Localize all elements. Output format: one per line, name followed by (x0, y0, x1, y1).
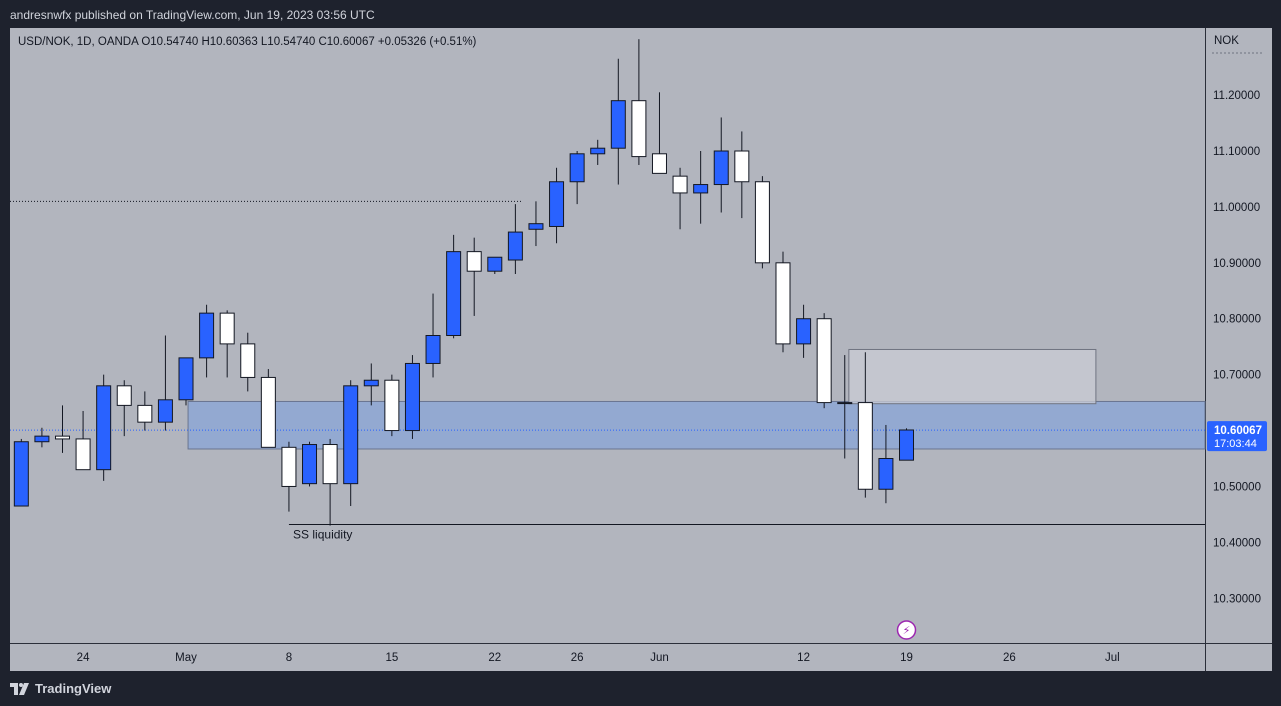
candle-down[interactable] (219, 312, 235, 345)
candle-up[interactable] (446, 251, 462, 337)
demand-zone-rectangle[interactable] (187, 400, 1206, 450)
time-tick-label: 8 (286, 652, 292, 664)
candle-up[interactable] (343, 385, 359, 485)
time-tick-label: 15 (385, 652, 398, 664)
candle-up[interactable] (199, 312, 215, 359)
bar-countdown: 17:03:44 (1214, 438, 1257, 450)
price-tick-label: 10.50000 (1213, 481, 1261, 493)
supply-box-rectangle[interactable] (848, 348, 1097, 405)
event-marker-icon[interactable] (896, 620, 917, 640)
candle-down[interactable] (54, 435, 70, 440)
candle-up[interactable] (507, 231, 523, 261)
candle-down[interactable] (384, 379, 400, 432)
candle-up[interactable] (487, 256, 503, 272)
price-tick-label: 11.00000 (1213, 202, 1260, 214)
candle-up[interactable] (363, 379, 379, 387)
candle-up[interactable] (425, 335, 441, 364)
candle-up[interactable] (528, 223, 544, 230)
candle-down[interactable] (75, 438, 91, 471)
price-tick-label: 10.90000 (1213, 258, 1261, 270)
time-tick-label: May (175, 652, 197, 664)
tradingview-logo[interactable]: TradingView (10, 681, 111, 696)
candle-down[interactable] (260, 376, 276, 448)
candle-up[interactable] (610, 100, 626, 149)
tradingview-brand-text: TradingView (35, 681, 112, 696)
candle-up[interactable] (13, 441, 29, 507)
time-tick-label: 22 (488, 652, 501, 664)
currency-label: NOK (1214, 35, 1239, 47)
candle-up[interactable] (34, 435, 50, 443)
price-tick-label: 10.80000 (1213, 314, 1261, 326)
candle-up[interactable] (878, 458, 894, 490)
candle-down[interactable] (116, 385, 132, 406)
candle-up[interactable] (569, 153, 585, 183)
symbol-legend: USD/NOK, 1D, OANDA O10.54740 H10.60363 L… (18, 36, 477, 48)
candle-up[interactable] (837, 402, 853, 405)
time-tick-label: 26 (1003, 652, 1016, 664)
time-tick-label: Jul (1105, 652, 1120, 664)
candle-down[interactable] (672, 175, 688, 194)
candle-up[interactable] (549, 181, 565, 227)
price-tick-label: 10.70000 (1213, 370, 1261, 382)
candle-up[interactable] (713, 150, 729, 186)
candle-up[interactable] (96, 385, 112, 471)
time-tick-label: 19 (900, 652, 913, 664)
price-tick-label: 11.20000 (1213, 90, 1260, 102)
candle-down[interactable] (734, 150, 750, 183)
candle-down[interactable] (631, 100, 647, 158)
candle-down[interactable] (816, 318, 832, 404)
time-tick-label: Jun (650, 652, 669, 664)
candle-up[interactable] (157, 399, 173, 423)
price-tick-label: 10.40000 (1213, 537, 1261, 549)
event-marker-glyph: ⚡ (903, 625, 911, 637)
price-tick-label: 10.30000 (1213, 593, 1261, 605)
last-price-badge (1207, 421, 1267, 452)
candle-down[interactable] (754, 181, 770, 264)
candle-down[interactable] (775, 262, 791, 345)
candle-down[interactable] (466, 251, 482, 272)
candle-down[interactable] (137, 404, 153, 423)
published-by-text: andresnwfx published on TradingView.com,… (10, 8, 375, 22)
candle-down[interactable] (322, 444, 338, 485)
time-tick-label: 12 (797, 652, 810, 664)
time-tick-label: 24 (77, 652, 90, 664)
last-price-value: 10.60067 (1214, 425, 1262, 437)
candle-up[interactable] (899, 429, 915, 461)
ss-liquidity-label: SS liquidity (293, 527, 352, 541)
footer-bar: TradingView (0, 671, 1281, 706)
price-tick-label: 11.10000 (1213, 146, 1260, 158)
candle-down[interactable] (240, 343, 256, 378)
time-tick-label: 26 (571, 652, 584, 664)
candle-up[interactable] (590, 147, 606, 155)
tradingview-logo-icon (10, 682, 29, 695)
publish-header: andresnwfx published on TradingView.com,… (0, 0, 1281, 28)
candle-up[interactable] (796, 318, 812, 345)
candle-down[interactable] (281, 446, 297, 487)
candle-up[interactable] (693, 184, 709, 194)
candle-down[interactable] (857, 402, 873, 490)
candle-up[interactable] (178, 357, 194, 401)
candle-up[interactable] (302, 444, 318, 485)
candle-down[interactable] (651, 153, 667, 174)
candle-up[interactable] (404, 362, 420, 432)
